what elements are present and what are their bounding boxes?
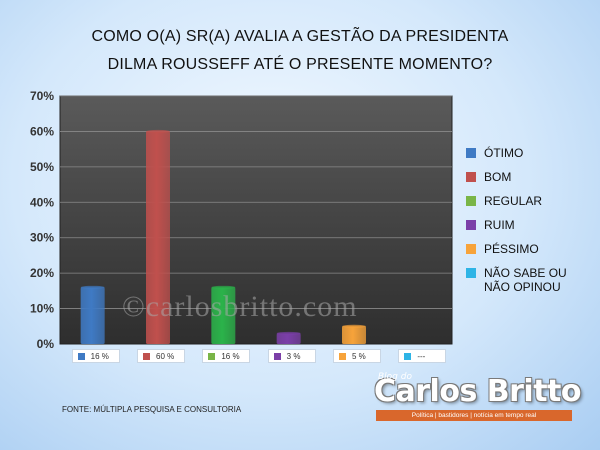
value-text: --- [417,351,426,361]
legend: ÓTIMO BOM REGULAR RUIM PÉSSIMO NÃO SABE … [466,146,596,304]
legend-swatch [466,196,476,206]
y-tick-label: 50% [30,160,54,174]
watermark: ©carlosbritto.com [122,290,358,323]
y-tick-label: 30% [30,231,54,245]
value-text: 16 % [90,351,109,361]
bar-cap-1 [146,129,170,133]
logo-name: Carlos Britto [374,374,582,409]
value-swatch [339,352,346,360]
bar-cap-4 [342,324,366,328]
value-text: 5 % [352,351,366,361]
legend-label: BOM [484,170,512,184]
value-swatch [273,352,281,360]
value-label-1: 60 % [137,349,185,363]
legend-item-pessimo: PÉSSIMO [466,242,596,256]
value-text: 16 % [221,351,240,361]
value-swatch [208,352,216,360]
data-table-row: 16 % 60 % 16 % 3 % 5 % --- [62,349,452,363]
legend-label: ÓTIMO [484,146,524,160]
logo-tag: Blog do [378,372,412,382]
value-label-0: 16 % [71,349,120,363]
value-label-4: 5 % [333,349,381,363]
value-swatch [404,352,412,360]
value-swatch [77,352,85,360]
source-note: FONTE: MÚLTIPLA PESQUISA E CONSULTORIA [62,405,242,414]
value-text: 3 % [286,351,301,361]
y-tick-label: 60% [30,124,54,138]
legend-swatch [466,268,476,278]
legend-swatch [466,172,476,182]
y-tick-label: 0% [37,337,55,351]
value-label-2: 16 % [202,349,251,363]
bar-cap-2 [211,285,236,289]
legend-item-ruim: RUIM [466,218,596,232]
bar-2 [211,287,236,344]
bar-cap-3 [276,331,301,335]
legend-swatch [466,220,476,230]
legend-item-regular: REGULAR [466,194,596,208]
y-tick-label: 40% [30,195,54,209]
chart-title-line2: DILMA ROUSSEFF ATÉ O PRESENTE MOMENTO? [107,56,493,73]
blog-logo: Carlos Britto Blog do Política | bastido… [372,370,582,430]
chart-title-line1: COMO O(A) SR(A) AVALIA A GESTÃO DA PRESI… [91,28,509,45]
legend-item-nao-sabe: NÃO SABE OU NÃO OPINOU [466,266,596,294]
value-text: 60 % [156,351,175,361]
bar-0 [80,287,105,344]
plot-area [59,95,453,345]
bar-4 [342,326,366,344]
value-label-5: --- [398,349,447,363]
legend-swatch [466,244,476,254]
y-tick-label: 20% [30,266,54,280]
legend-item-otimo: ÓTIMO [466,146,596,160]
legend-swatch [466,148,476,158]
legend-item-bom: BOM [466,170,596,184]
bar-1 [146,131,170,344]
value-swatch [143,352,150,360]
y-tick-label: 10% [30,302,54,316]
bar-cap-0 [80,285,105,289]
legend-label: REGULAR [484,194,543,208]
bar-3 [276,333,301,344]
value-label-3: 3 % [267,349,316,363]
legend-label: NÃO SABE OU NÃO OPINOU [484,266,567,294]
logo-tagline: Política | bastidores | notícia em tempo… [376,410,572,421]
legend-label: PÉSSIMO [484,242,539,256]
y-tick-label: 70% [30,89,54,103]
legend-label: RUIM [484,218,515,232]
